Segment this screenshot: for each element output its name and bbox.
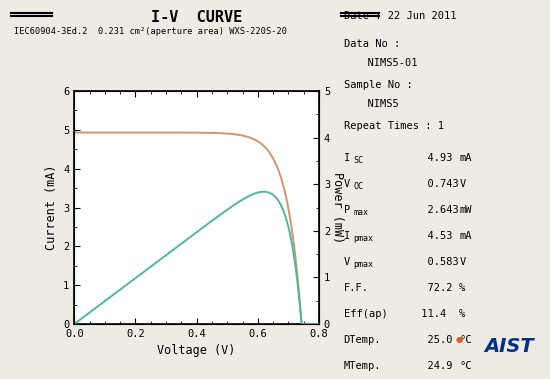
Text: Eff(ap): Eff(ap) — [344, 309, 388, 319]
Text: P: P — [344, 205, 350, 215]
Y-axis label: Current (mA): Current (mA) — [45, 165, 58, 250]
Text: V: V — [344, 257, 350, 267]
Text: OC: OC — [353, 182, 363, 191]
Text: V: V — [344, 179, 350, 189]
Text: 4.93: 4.93 — [415, 153, 453, 163]
Text: mA: mA — [459, 153, 472, 163]
Text: 2.643: 2.643 — [415, 205, 459, 215]
Text: V: V — [459, 257, 465, 267]
Y-axis label: Power (mW): Power (mW) — [331, 172, 344, 243]
Text: I-V  CURVE: I-V CURVE — [151, 9, 242, 25]
Text: Repeat Times : 1: Repeat Times : 1 — [344, 121, 444, 130]
Text: pmax: pmax — [353, 260, 373, 269]
Text: 72.2: 72.2 — [415, 283, 453, 293]
Text: pmax: pmax — [353, 234, 373, 243]
Text: Date : 22 Jun 2011: Date : 22 Jun 2011 — [344, 11, 456, 21]
Text: %: % — [459, 283, 465, 293]
Text: AIST: AIST — [484, 337, 534, 356]
Text: 4.53: 4.53 — [415, 231, 453, 241]
Text: I: I — [344, 231, 350, 241]
Text: IEC60904-3Ed.2  0.231 cm²(aperture area) WXS-220S-20: IEC60904-3Ed.2 0.231 cm²(aperture area) … — [14, 27, 287, 36]
Text: °C: °C — [459, 335, 472, 345]
Text: 24.9: 24.9 — [415, 361, 453, 371]
Text: F.F.: F.F. — [344, 283, 368, 293]
Text: MTemp.: MTemp. — [344, 361, 381, 371]
Text: °C: °C — [459, 361, 472, 371]
Text: mA: mA — [459, 231, 472, 241]
Text: V: V — [459, 179, 465, 189]
Text: Sample No :: Sample No : — [344, 80, 412, 89]
Text: NIMS5: NIMS5 — [355, 99, 399, 109]
Text: %: % — [459, 309, 465, 319]
Text: 25.0: 25.0 — [415, 335, 453, 345]
Text: DTemp.: DTemp. — [344, 335, 381, 345]
Text: max: max — [353, 208, 368, 217]
Text: 0.583: 0.583 — [415, 257, 459, 267]
Text: 11.4: 11.4 — [415, 309, 447, 319]
Text: I: I — [344, 153, 350, 163]
Text: •: • — [453, 332, 466, 352]
Text: mW: mW — [459, 205, 472, 215]
Text: SC: SC — [353, 156, 363, 165]
Text: 0.743: 0.743 — [415, 179, 459, 189]
X-axis label: Voltage (V): Voltage (V) — [157, 345, 236, 357]
Text: Data No :: Data No : — [344, 39, 400, 49]
Text: NIMS5-01: NIMS5-01 — [355, 58, 417, 68]
